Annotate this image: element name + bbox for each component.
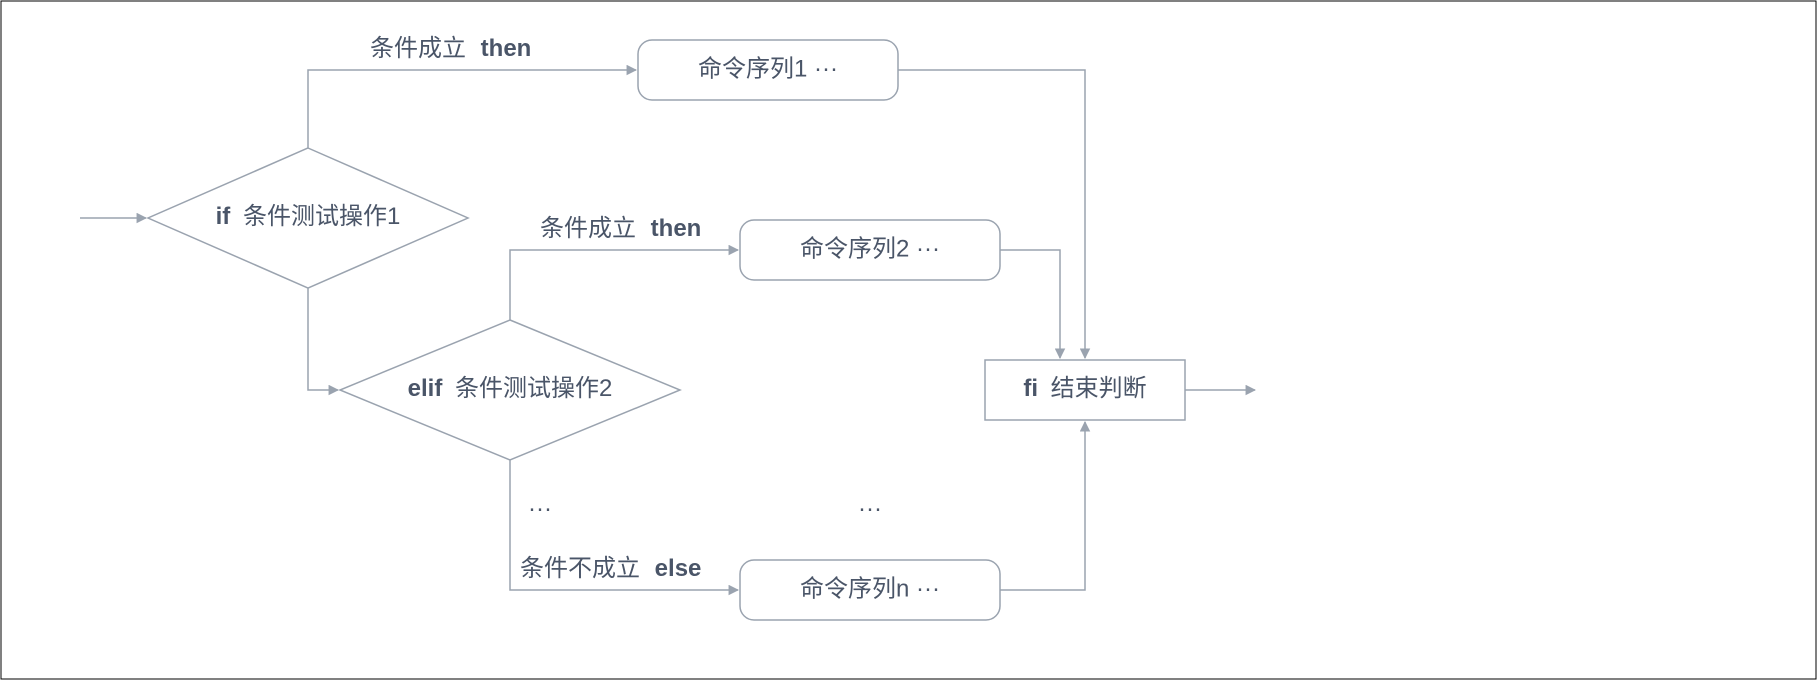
label-cmdn: 命令序列n ··· <box>800 575 940 602</box>
flowchart-svg: if 条件测试操作1 条件成立 then 命令序列1 ··· elif 条件测试… <box>0 0 1817 680</box>
keyword-fi: fi <box>1023 375 1038 402</box>
edge-if-then <box>308 70 636 148</box>
label-cmd1: 命令序列1 ··· <box>698 55 838 82</box>
node-cmdn: 命令序列n ··· <box>740 560 1000 620</box>
edge-cmd2-fi <box>1000 250 1060 358</box>
node-cmd1: 命令序列1 ··· <box>638 40 898 100</box>
node-elif-decision: elif 条件测试操作2 <box>340 320 680 460</box>
edge-label-then2: 条件成立 then <box>540 215 701 242</box>
label-cmd2: 命令序列2 ··· <box>800 235 940 262</box>
keyword-if: if <box>216 203 232 230</box>
svg-text:if 条件测试操作1: if 条件测试操作1 <box>216 203 401 230</box>
edge-if-elif <box>308 288 338 390</box>
edge-label-then1: 条件成立 then <box>370 35 531 62</box>
ellipsis-1: ··· <box>528 495 552 522</box>
node-if-decision: if 条件测试操作1 <box>148 148 468 288</box>
node-cmd2: 命令序列2 ··· <box>740 220 1000 280</box>
edge-elif-then <box>510 250 738 320</box>
edge-cmd1-fi <box>898 70 1085 358</box>
svg-text:elif 条件测试操作2: elif 条件测试操作2 <box>408 375 613 402</box>
label-elif: 条件测试操作2 <box>455 375 612 402</box>
svg-text:fi 结束判断: fi 结束判断 <box>1023 375 1146 402</box>
keyword-elif: elif <box>408 375 444 402</box>
ellipsis-2: ··· <box>858 495 882 522</box>
edge-label-else: 条件不成立 else <box>520 555 701 582</box>
edge-cmdn-fi <box>1000 422 1085 590</box>
label-if: 条件测试操作1 <box>243 203 400 230</box>
node-fi-end: fi 结束判断 <box>985 360 1185 420</box>
label-fi: 结束判断 <box>1051 375 1147 402</box>
